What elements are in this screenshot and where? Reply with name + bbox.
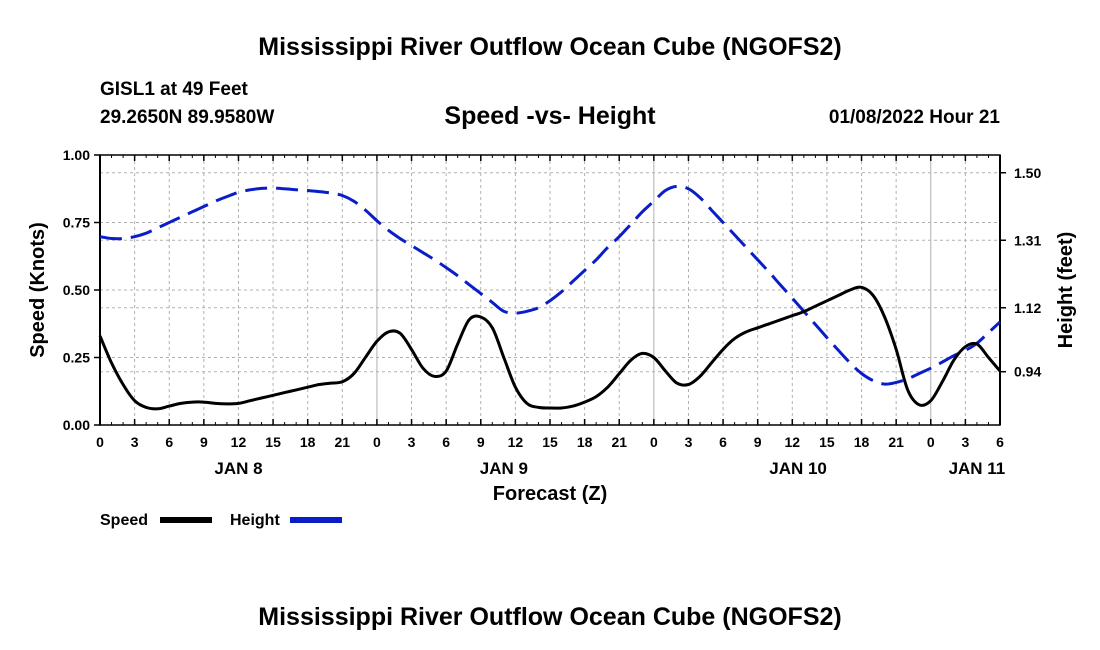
- day-label: JAN 11: [949, 459, 1006, 478]
- x-tick-label: 9: [200, 434, 208, 450]
- y-left-tick-label: 0.75: [63, 215, 90, 231]
- x-tick-label: 12: [785, 434, 801, 450]
- x-tick-label: 18: [300, 434, 316, 450]
- y-right-tick-label: 1.12: [1014, 300, 1041, 316]
- y-axis-right-title: Height (feet): [1055, 232, 1077, 349]
- y-right-tick-label: 1.31: [1014, 232, 1041, 248]
- x-tick-label: 3: [131, 434, 139, 450]
- y-right-tick-label: 1.50: [1014, 165, 1041, 181]
- x-tick-label: 18: [577, 434, 593, 450]
- chart-title: Mississippi River Outflow Ocean Cube (NG…: [258, 33, 841, 61]
- x-tick-label: 6: [442, 434, 450, 450]
- y-left-tick-label: 0.00: [63, 417, 90, 433]
- station-label: GISL1 at 49 Feet: [100, 79, 249, 100]
- y-axis-left-ticks: 0.00 0.25 0.50 0.75 1.00: [63, 147, 100, 433]
- timestamp-label: 01/08/2022 Hour 21: [829, 107, 1001, 128]
- y-left-tick-label: 0.50: [63, 282, 90, 298]
- legend-height-label: Height: [230, 512, 280, 529]
- legend-speed-label: Speed: [100, 512, 148, 529]
- height-series-line: [99, 184, 1002, 386]
- day-label: JAN 8: [214, 459, 262, 478]
- x-tick-label: 12: [508, 434, 524, 450]
- y-axis-left-title: Speed (Knots): [27, 222, 49, 358]
- x-tick-label: 15: [542, 434, 558, 450]
- x-tick-label: 21: [335, 434, 351, 450]
- x-tick-label: 3: [408, 434, 416, 450]
- x-tick-label: 21: [611, 434, 627, 450]
- x-tick-label: 6: [719, 434, 727, 450]
- x-tick-label: 15: [265, 434, 281, 450]
- y-axis-right-ticks: 0.94 1.12 1.31 1.50: [1000, 165, 1041, 380]
- day-label: JAN 10: [769, 459, 827, 478]
- x-axis-title: Forecast (Z): [493, 483, 607, 505]
- legend: Speed Height: [100, 512, 342, 529]
- series-lines: [98, 184, 1002, 411]
- x-tick-label: 0: [927, 434, 935, 450]
- location-label: 29.2650N 89.9580W: [100, 107, 274, 128]
- day-label: JAN 9: [480, 459, 528, 478]
- x-tick-label: 9: [477, 434, 485, 450]
- x-tick-label: 0: [373, 434, 381, 450]
- y-left-tick-label: 0.25: [63, 350, 90, 366]
- grid-lines: [100, 155, 1000, 425]
- x-tick-label: 15: [819, 434, 835, 450]
- x-tick-label: 3: [961, 434, 969, 450]
- x-tick-label: 18: [854, 434, 870, 450]
- y-right-tick-label: 0.94: [1014, 364, 1041, 380]
- x-tick-label: 0: [96, 434, 104, 450]
- x-tick-label: 3: [685, 434, 693, 450]
- x-tick-label: 12: [231, 434, 247, 450]
- chart-subtitle: Speed -vs- Height: [444, 102, 656, 130]
- day-labels: JAN 8 JAN 9 JAN 10 JAN 11: [214, 459, 1005, 478]
- x-tick-label: 9: [754, 434, 762, 450]
- x-tick-label: 6: [165, 434, 173, 450]
- x-tick-label: 0: [650, 434, 658, 450]
- x-tick-label: 6: [996, 434, 1004, 450]
- speed-series-line: [98, 285, 1002, 411]
- y-left-tick-label: 1.00: [63, 147, 90, 163]
- footer-title: Mississippi River Outflow Ocean Cube (NG…: [258, 603, 841, 631]
- x-tick-label: 21: [888, 434, 904, 450]
- x-axis-ticks: 0 3 6 9 12 15 18 21 0 3 6 9 12 15 18 21 0 3 6 9 12 15 18 21 0 3 6: [96, 155, 1004, 450]
